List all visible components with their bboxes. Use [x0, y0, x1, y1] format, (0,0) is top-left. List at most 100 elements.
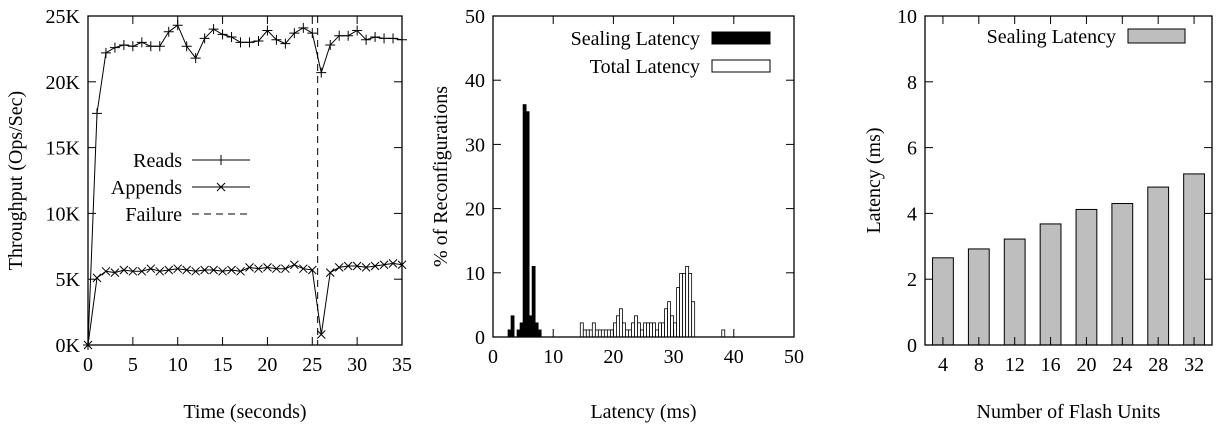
- histogram-bar-total-latency: [685, 265, 690, 338]
- histogram-bar-sealing-latency: [531, 265, 536, 338]
- bar-flash-units-8: [967, 248, 990, 346]
- bar-flash-units-4: [932, 257, 954, 346]
- histogram-bar-total-latency: [649, 322, 653, 338]
- histogram-bar-sealing-latency: [507, 329, 512, 338]
- bar-flash-units-24: [1111, 203, 1134, 346]
- data-point-plus: [190, 53, 201, 64]
- histogram-bar-total-latency: [622, 322, 626, 338]
- data-point-x: [325, 268, 335, 277]
- legend-label-appends: Appends: [111, 177, 182, 199]
- x-tick-label: 35: [392, 354, 412, 376]
- histogram-bar-total-latency: [597, 329, 602, 338]
- y-tick-label: 20: [465, 199, 485, 221]
- histogram-bar-total-latency: [640, 329, 644, 338]
- data-point-x: [209, 265, 218, 275]
- legend-swatch-total-latency: [711, 59, 771, 73]
- histogram-bar-total-latency: [637, 322, 641, 338]
- histogram-bar-total-latency: [664, 308, 668, 338]
- data-point-plus: [172, 20, 183, 31]
- legend-swatch-sealing-latency: [1127, 28, 1186, 44]
- histogram-bar-total-latency: [646, 322, 650, 338]
- histogram-bar-total-latency: [655, 329, 659, 338]
- x-tick-label: 15: [213, 354, 233, 376]
- x-tick-label: 24: [1112, 354, 1132, 376]
- data-point-plus: [361, 34, 372, 45]
- histogram-bar-total-latency: [667, 301, 671, 338]
- data-point-x: [281, 264, 290, 274]
- data-point-x: [254, 264, 263, 274]
- legend-label-sealing-latency: Sealing Latency: [571, 28, 700, 50]
- data-point-x: [218, 266, 227, 276]
- data-point-x: [388, 259, 398, 268]
- histogram-bar-total-latency: [679, 273, 684, 338]
- data-point-x: [146, 264, 156, 274]
- histogram-bar-total-latency: [643, 322, 647, 338]
- data-point-x: [216, 182, 226, 192]
- histogram-bar-sealing-latency: [534, 322, 539, 338]
- y-tick-label: 10: [465, 263, 485, 285]
- histogram-bar-total-latency: [582, 329, 587, 338]
- histogram-bar-total-latency: [591, 322, 596, 338]
- data-point-plus: [370, 32, 381, 43]
- histogram-bar-total-latency: [579, 322, 584, 338]
- data-point-plus: [244, 37, 255, 48]
- data-point-x: [155, 266, 165, 276]
- data-point-x: [200, 265, 209, 275]
- data-point-plus: [235, 37, 246, 48]
- data-point-x: [191, 266, 201, 276]
- x-axis-label: Time (seconds): [183, 401, 306, 423]
- y-tick-label: 10K: [46, 203, 81, 225]
- series-line-appends: [87, 262, 403, 346]
- data-point-plus: [127, 41, 138, 52]
- data-point-x: [370, 261, 380, 271]
- x-tick-label: 32: [1184, 354, 1204, 376]
- data-point-x: [343, 261, 353, 271]
- data-point-plus: [352, 25, 363, 36]
- histogram-bar-total-latency: [628, 329, 632, 338]
- x-tick-label: 0: [488, 346, 498, 368]
- data-point-x: [83, 340, 93, 350]
- histogram-bar-total-latency: [585, 329, 590, 338]
- data-point-plus: [307, 28, 318, 39]
- x-tick-label: 30: [664, 346, 684, 368]
- x-tick-label: 20: [1076, 354, 1096, 376]
- histogram-bar-total-latency: [616, 315, 620, 338]
- data-point-x: [119, 265, 129, 275]
- histogram-bar-total-latency: [588, 329, 593, 338]
- data-point-x: [272, 264, 281, 274]
- x-tick-label: 12: [1005, 354, 1025, 376]
- data-point-x: [227, 265, 236, 275]
- data-point-plus: [343, 30, 354, 41]
- throughput-chart: 0K 5K 10K 15K 20K 25K 0 5 10 15 20 25 30 35 Time (seco…: [5, 6, 412, 423]
- y-tick-label: 0: [475, 327, 485, 349]
- bar-flash-units-32: [1183, 173, 1205, 346]
- x-tick-label: 20: [257, 354, 277, 376]
- x-tick-label: 30: [347, 354, 367, 376]
- data-point-plus: [217, 29, 228, 40]
- data-point-x: [316, 330, 326, 339]
- x-tick-label: 8: [974, 354, 984, 376]
- x-tick-label: 16: [1041, 354, 1061, 376]
- data-point-plus: [388, 33, 399, 44]
- histogram-bar-total-latency: [625, 329, 629, 338]
- data-point-plus: [136, 37, 147, 48]
- data-point-plus: [109, 42, 120, 53]
- histogram-bar-total-latency: [631, 322, 635, 338]
- data-point-x: [298, 264, 308, 274]
- data-point-plus: [280, 38, 291, 49]
- y-tick-label: 30: [465, 134, 485, 156]
- data-point-plus: [334, 30, 345, 41]
- x-tick-label: 0: [83, 354, 93, 376]
- y-tick-label: 6: [907, 138, 917, 160]
- histogram-bar-total-latency: [661, 322, 665, 338]
- x-tick-label: 28: [1148, 354, 1168, 376]
- histogram-bar-total-latency: [691, 301, 696, 338]
- data-point-plus: [379, 33, 390, 44]
- y-tick-label: 0: [907, 335, 917, 357]
- x-tick-label: 40: [724, 346, 744, 368]
- data-point-plus: [118, 39, 129, 50]
- data-point-plus: [216, 155, 226, 165]
- data-point-plus: [289, 28, 300, 39]
- histogram-bar-sealing-latency: [519, 322, 524, 338]
- legend-label-failure: Failure: [125, 204, 182, 226]
